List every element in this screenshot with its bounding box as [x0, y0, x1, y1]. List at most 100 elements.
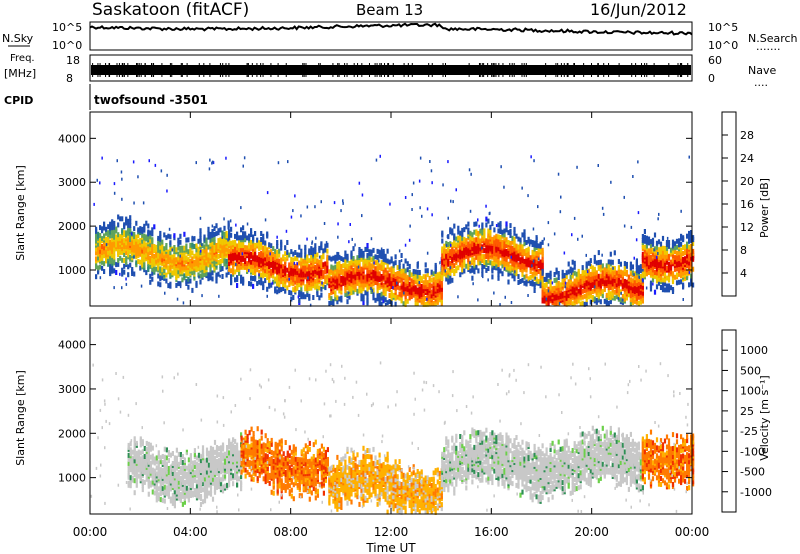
echo-cell — [386, 258, 389, 264]
echo-cell — [535, 241, 538, 246]
echo-cell — [185, 243, 188, 249]
echo-cell — [109, 259, 112, 265]
echo-cell — [127, 452, 130, 458]
echo-cell — [605, 273, 608, 279]
echo-cell — [631, 278, 634, 284]
echo-cell — [109, 239, 112, 245]
echo-cell — [159, 459, 162, 465]
echo-speck — [421, 214, 423, 218]
echo-cell — [276, 243, 279, 249]
echo-cell — [647, 240, 651, 246]
echo-cell — [521, 250, 524, 256]
echo-speck — [510, 301, 513, 304]
echo-cell — [471, 232, 474, 238]
echo-cell — [181, 277, 184, 283]
echo-speck — [411, 193, 413, 197]
echo-cell — [145, 234, 148, 240]
echo-cell — [565, 274, 568, 280]
echo-cell — [569, 284, 572, 290]
echo-cell — [593, 296, 596, 302]
echo-cell — [663, 253, 667, 259]
echo-cell — [543, 276, 546, 282]
echo-cell — [213, 239, 216, 245]
echo-cell — [296, 252, 299, 258]
echo-cell — [316, 258, 319, 264]
echo-speck — [160, 169, 163, 173]
echo-cell — [324, 261, 327, 267]
echo-cell — [396, 284, 399, 290]
echo-cell — [661, 261, 665, 267]
echo-cell — [541, 278, 544, 284]
echo-cell — [513, 230, 516, 236]
echo-cell — [388, 259, 391, 265]
echo-cell — [605, 292, 608, 298]
echo-cell — [139, 442, 142, 448]
echo-speck — [266, 294, 268, 298]
echo-cell — [549, 290, 552, 296]
echo-cell — [290, 249, 293, 255]
echo-cell — [651, 241, 655, 247]
echo-cell — [663, 245, 667, 251]
echo-cell — [563, 273, 566, 278]
echo-cell — [336, 267, 339, 273]
echo-cell — [105, 256, 108, 262]
echo-speck — [349, 223, 351, 226]
echo-speck — [392, 286, 394, 290]
echo-cell — [424, 296, 427, 301]
echo-cell — [675, 244, 679, 250]
echo-cell — [304, 272, 307, 278]
echo-cell — [461, 231, 464, 237]
echo-cell — [362, 258, 365, 264]
echo-cell — [276, 273, 279, 279]
echo-cell — [278, 274, 281, 280]
nsky-tick-bottom-right: 10^0 — [708, 39, 738, 52]
echo-cell — [197, 266, 200, 272]
echo-cell — [141, 226, 144, 232]
echo-cell — [306, 292, 309, 298]
echo-speck — [469, 261, 471, 265]
echo-cell — [667, 253, 671, 259]
echo-cell — [533, 246, 536, 252]
echo-cell — [635, 291, 638, 297]
echo-cell — [127, 480, 130, 486]
echo-cell — [334, 290, 337, 296]
echo-cell — [135, 450, 138, 456]
echo-cell — [641, 238, 644, 243]
echo-cell — [378, 297, 381, 302]
echo-cell — [426, 272, 429, 278]
echo-cell — [336, 255, 339, 261]
echo-cell — [378, 263, 381, 269]
echo-cell — [657, 255, 661, 261]
echo-cell — [533, 250, 536, 256]
echo-speck — [446, 235, 449, 239]
echo-cell — [157, 496, 160, 502]
echo-cell — [161, 467, 164, 473]
echo-cell — [129, 254, 132, 260]
echo-cell — [135, 220, 138, 226]
echo-cell — [252, 276, 255, 281]
echo-cell — [346, 285, 349, 291]
echo-cell — [690, 243, 693, 249]
echo-cell — [282, 264, 285, 270]
echo-speck — [211, 224, 214, 228]
echo-speck — [306, 205, 309, 209]
echo-cell — [422, 274, 425, 280]
echo-cell — [165, 491, 168, 497]
echo-cell — [561, 269, 564, 275]
echo-speck — [530, 155, 532, 159]
echo-speck — [337, 222, 339, 226]
echo-cell — [416, 273, 419, 279]
echo-cell — [376, 280, 379, 286]
echo-cell — [609, 275, 612, 281]
echo-speck — [553, 232, 556, 236]
echo-cell — [133, 490, 136, 496]
echo-cell — [137, 467, 140, 473]
echo-cell — [657, 276, 661, 282]
echo-cell — [521, 244, 524, 250]
echo-cell — [440, 298, 443, 304]
echo-cell — [278, 258, 281, 264]
echo-cell — [686, 269, 689, 275]
echo-cell — [141, 455, 144, 461]
echo-cell — [509, 240, 512, 246]
echo-cell — [207, 252, 210, 258]
